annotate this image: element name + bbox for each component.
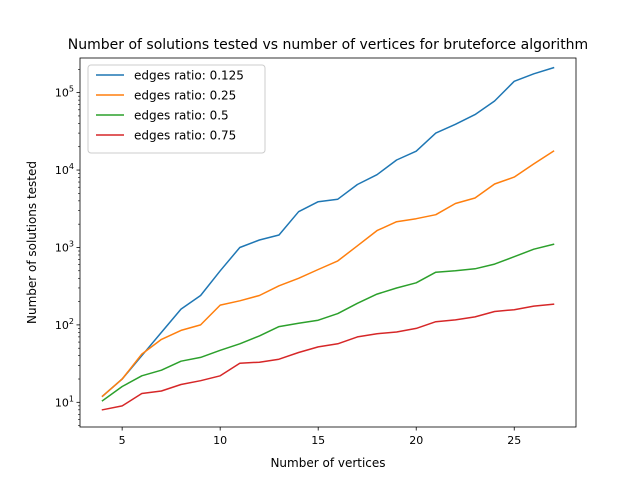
y-tick-label: 103	[55, 239, 74, 254]
x-tick-label: 15	[311, 434, 325, 447]
legend-label-1: edges ratio: 0.125	[134, 69, 244, 83]
series-line-1	[101, 66, 555, 398]
legend-box	[87, 64, 266, 154]
series-line-4	[101, 303, 555, 411]
y-tick-label: 101	[55, 394, 74, 409]
y-tick-label: 105	[55, 85, 74, 100]
axes-frame	[79, 57, 577, 428]
plot-area	[101, 66, 555, 411]
series-line-2	[101, 150, 555, 398]
chart-title: Number of solutions tested vs number of …	[68, 37, 588, 53]
legend: edges ratio: 0.125 edges ratio: 0.25 edges…	[87, 64, 266, 154]
x-axis-label: Number of vertices	[270, 456, 385, 470]
legend-label-3: edges ratio: 0.5	[134, 109, 229, 123]
y-tick-label: 102	[55, 317, 74, 332]
x-tick-label: 25	[507, 434, 521, 447]
y-axis-label: Number of solutions tested	[25, 161, 39, 324]
x-tick-label: 5	[119, 434, 126, 447]
x-tick-label: 20	[409, 434, 423, 447]
legend-label-2: edges ratio: 0.25	[134, 89, 236, 103]
axes: 5 10 15 20 25 101 102 103 104 105	[55, 57, 577, 447]
series-line-3	[101, 243, 555, 402]
y-tick-label: 104	[55, 162, 74, 177]
legend-label-4: edges ratio: 0.75	[134, 129, 236, 143]
x-tick-label: 10	[213, 434, 227, 447]
